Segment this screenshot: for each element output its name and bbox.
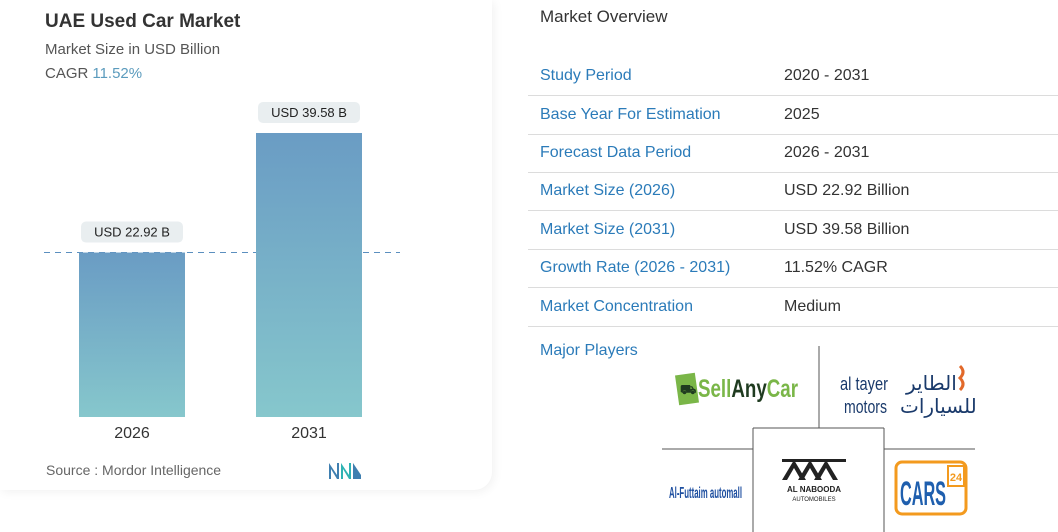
major-players-logos: ⛟ SellAnyCar al tayer motors الطاير للسي… — [662, 346, 977, 532]
svg-text:AL NABOODA: AL NABOODA — [787, 485, 841, 494]
overview-row-forecast-period: Forecast Data Period 2026 - 2031 — [528, 134, 1058, 173]
sellanycar-logo: ⛟ SellAnyCar — [675, 372, 798, 406]
cagr: CAGR 11.52% — [45, 65, 142, 82]
bar-2026 — [79, 252, 185, 417]
sellanycar-text: SellAnyCar — [698, 375, 798, 403]
row-key: Market Size (2026) — [540, 182, 676, 199]
alnabooda-logo: AL NABOODA AUTOMOBILES — [782, 459, 846, 503]
row-value: USD 39.58 Billion — [784, 221, 910, 238]
svg-text:motors: motors — [844, 397, 887, 417]
overview-row-growth-rate: Growth Rate (2026 - 2031) 11.52% CAGR — [528, 249, 1058, 288]
bar-chart: USD 22.92 B 2026 USD 39.58 B 2031 — [44, 102, 400, 442]
svg-text:Al-Futtaim automall: Al-Futtaim automall — [669, 485, 742, 502]
row-key: Forecast Data Period — [540, 144, 692, 161]
row-value: 2025 — [784, 106, 820, 123]
row-key: Market Size (2031) — [540, 221, 676, 238]
x-tick-label: 2026 — [114, 425, 150, 442]
data-label: USD 22.92 B — [94, 225, 170, 240]
major-players-label: Major Players — [540, 342, 638, 359]
row-key: Base Year For Estimation — [540, 106, 721, 123]
row-value: 11.52% CAGR — [784, 259, 888, 276]
altayer-logo: al tayer motors الطاير للسيارات — [840, 364, 977, 418]
overview-row-market-size-2031: Market Size (2031) USD 39.58 Billion — [528, 211, 1058, 250]
x-tick-label: 2031 — [291, 425, 327, 442]
row-value: 2020 - 2031 — [784, 67, 870, 84]
chart-title: UAE Used Car Market — [45, 11, 241, 32]
mordor-logo-icon — [329, 463, 361, 479]
overview-row-base-year: Base Year For Estimation 2025 — [528, 96, 1058, 135]
source-text: Source : Mordor Intelligence — [46, 462, 222, 478]
cagr-label: CAGR — [45, 65, 89, 82]
svg-text:AUTOMOBILES: AUTOMOBILES — [792, 497, 835, 503]
svg-text:al tayer: al tayer — [840, 374, 888, 394]
chart-card: UAE Used Car Market Market Size in USD B… — [0, 0, 492, 490]
data-label-bg — [258, 102, 360, 123]
cars24-logo: CARS 24 — [894, 460, 968, 516]
alfuttaim-logo: Al-Futtaim automall — [669, 485, 742, 502]
data-label: USD 39.58 B — [271, 105, 347, 120]
cagr-value: 11.52% — [92, 65, 143, 82]
svg-text:الطاير: الطاير — [905, 371, 957, 395]
chart-subtitle: Market Size in USD Billion — [45, 41, 221, 58]
row-value: USD 22.92 Billion — [784, 182, 910, 199]
row-key: Growth Rate (2026 - 2031) — [540, 259, 731, 276]
svg-text:⛟: ⛟ — [680, 382, 696, 397]
row-value: 2026 - 2031 — [784, 144, 870, 161]
svg-text:للسيارات: للسيارات — [900, 394, 977, 418]
svg-text:CARS: CARS — [900, 475, 946, 513]
row-value: Medium — [784, 298, 841, 315]
bar-2031 — [256, 133, 362, 417]
flame-icon — [957, 364, 965, 392]
overview-title: Market Overview — [540, 7, 668, 26]
data-label-bg — [81, 221, 183, 243]
overview-row-market-size-2026: Market Size (2026) USD 22.92 Billion — [528, 172, 1058, 211]
overview-row-concentration: Market Concentration Medium — [528, 288, 1058, 327]
svg-text:24: 24 — [950, 472, 963, 484]
row-key: Study Period — [540, 67, 632, 84]
overview-row-study-period: Study Period 2020 - 2031 — [528, 57, 1058, 96]
row-key: Market Concentration — [540, 298, 693, 315]
